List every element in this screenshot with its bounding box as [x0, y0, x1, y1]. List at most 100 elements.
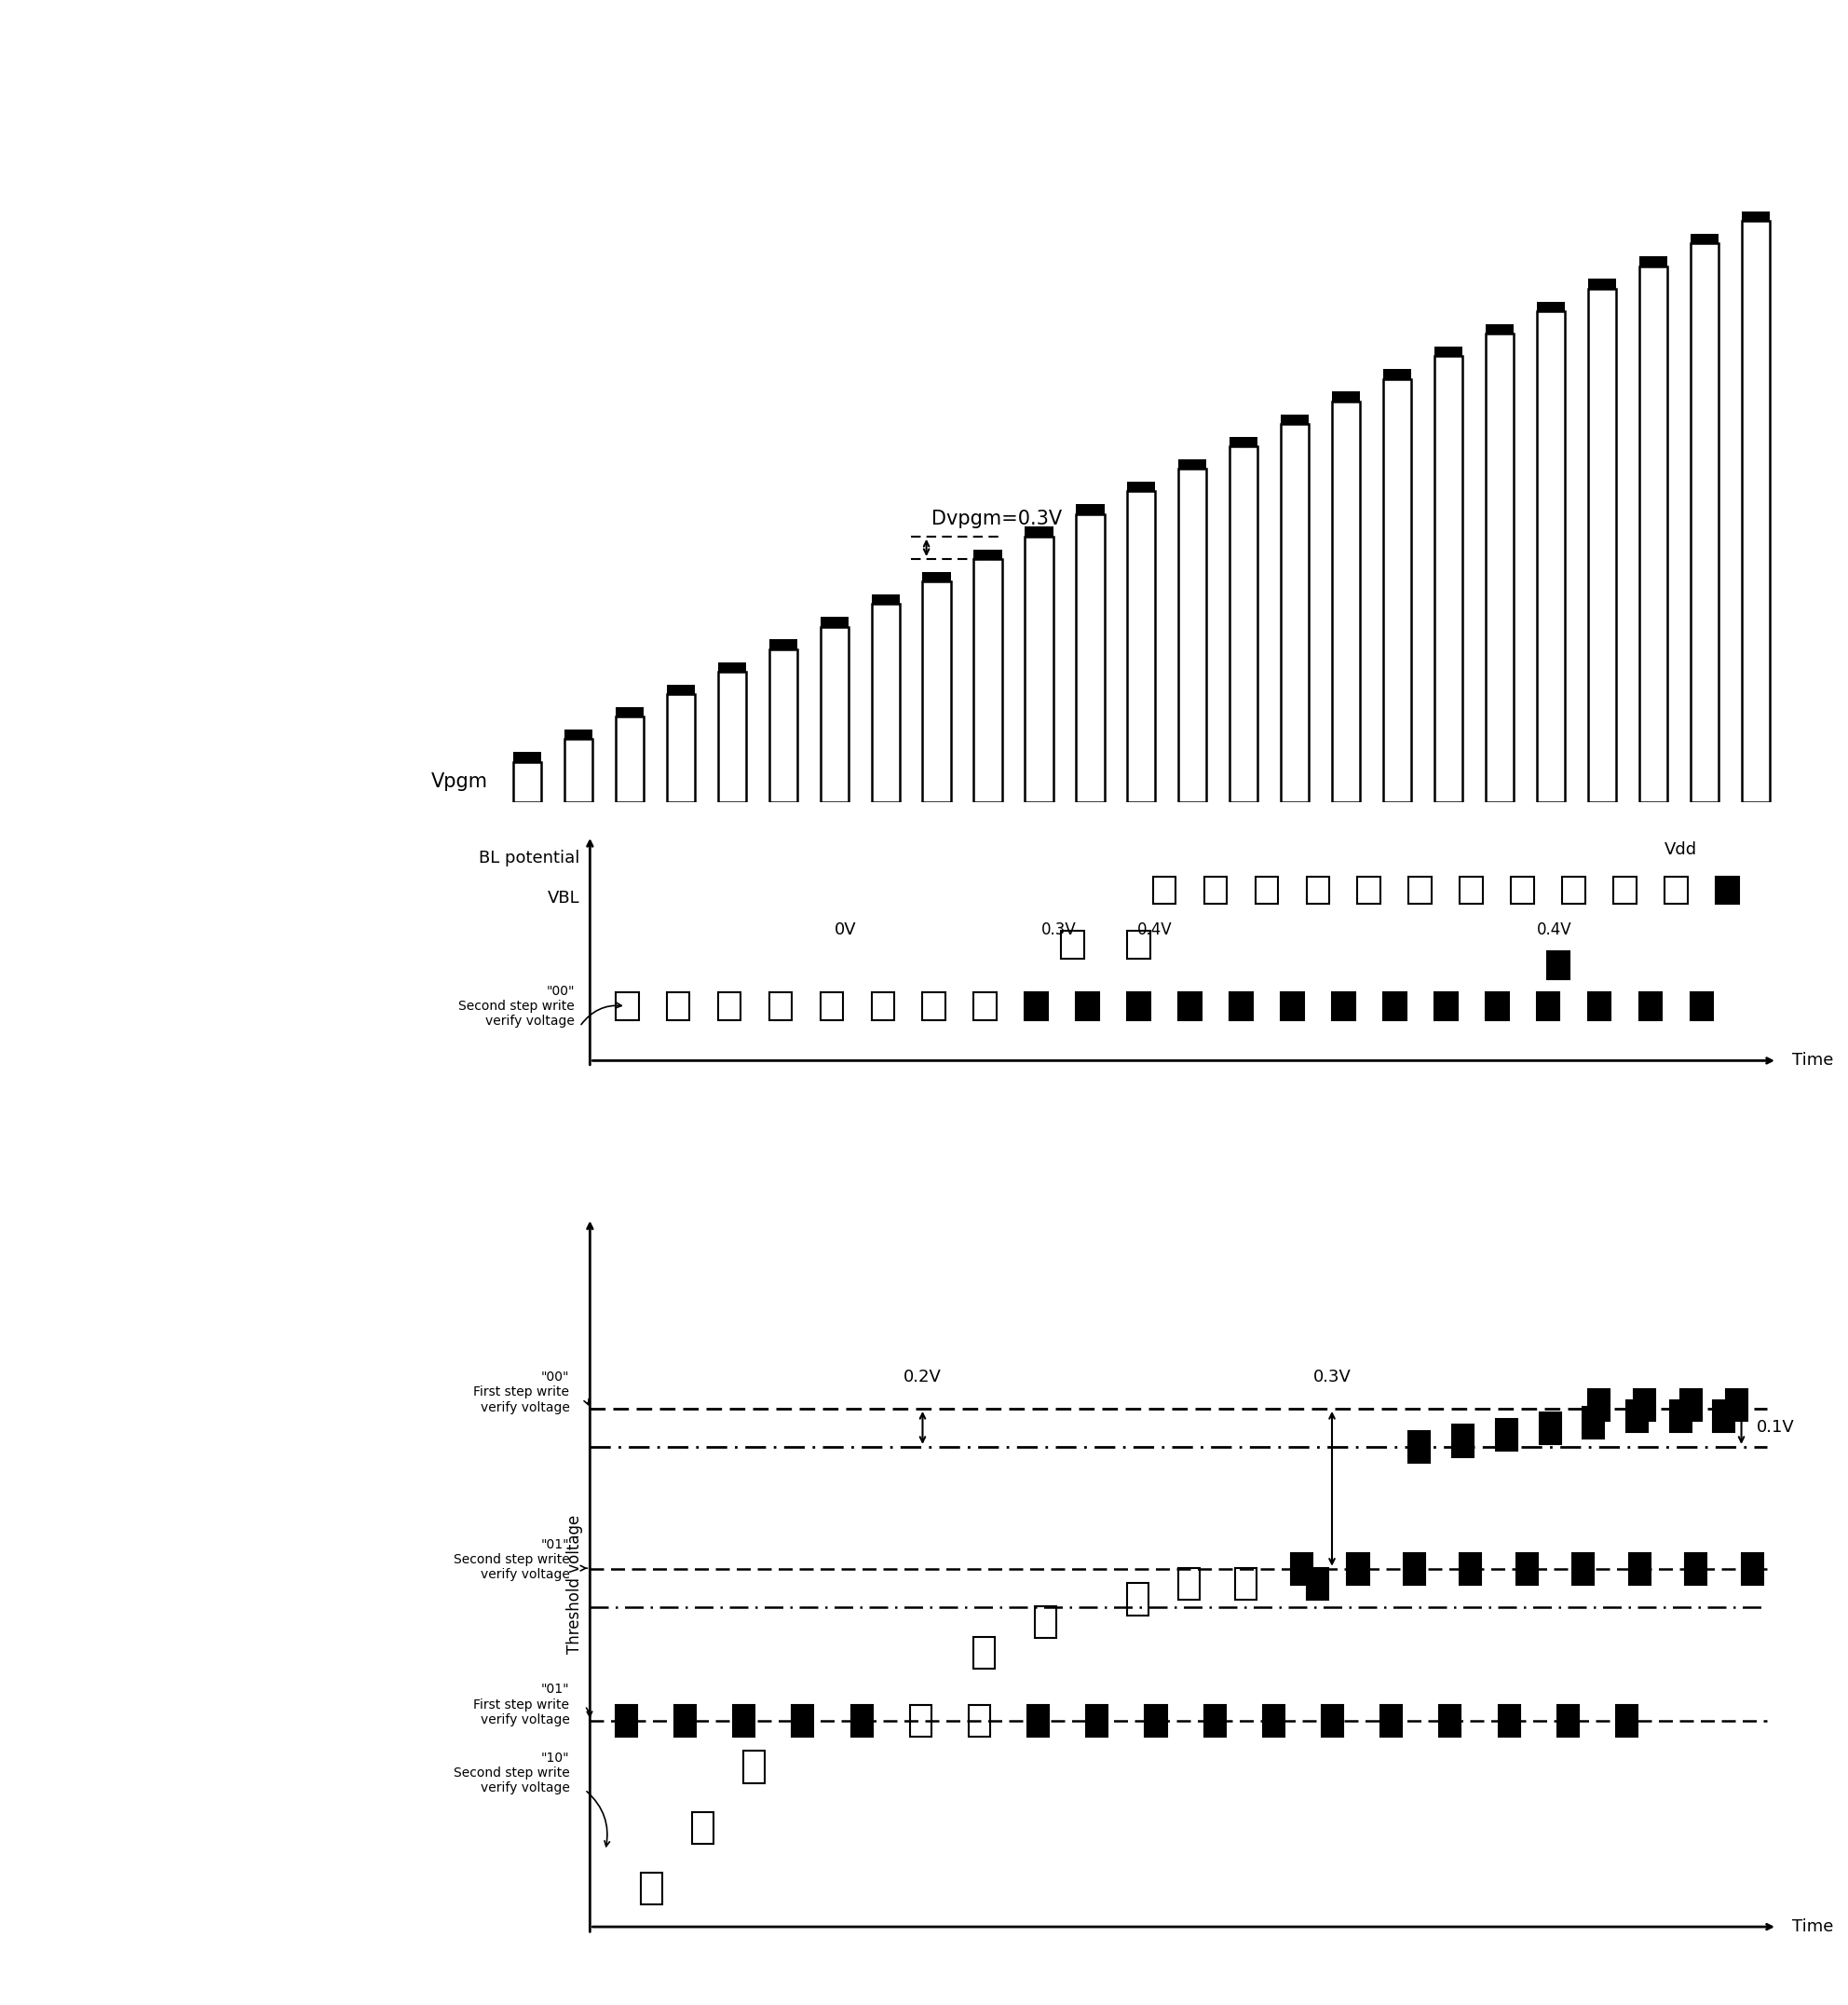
Bar: [1153, 876, 1175, 904]
Bar: [909, 1704, 931, 1736]
Bar: [974, 549, 1002, 559]
Bar: [1179, 1568, 1199, 1600]
Text: 0.1V: 0.1V: [1757, 1420, 1794, 1436]
Text: 0.3V: 0.3V: [1040, 920, 1076, 938]
Bar: [1229, 447, 1258, 802]
Bar: [1558, 1704, 1578, 1736]
Bar: [1639, 267, 1667, 802]
Text: "01"
First step write
verify voltage: "01" First step write verify voltage: [473, 1682, 569, 1726]
Bar: [1547, 952, 1571, 978]
Bar: [1127, 481, 1155, 491]
Bar: [1515, 1552, 1538, 1584]
Bar: [1639, 992, 1661, 1021]
Bar: [675, 1704, 697, 1736]
Bar: [641, 1873, 663, 1905]
Bar: [1741, 211, 1770, 221]
Bar: [1179, 992, 1201, 1021]
Bar: [1179, 459, 1207, 469]
Bar: [1495, 1420, 1517, 1452]
Bar: [769, 650, 796, 802]
Bar: [974, 992, 996, 1021]
Bar: [717, 672, 747, 802]
Bar: [564, 730, 593, 740]
Text: Time: Time: [1793, 1053, 1833, 1069]
Bar: [1486, 333, 1514, 802]
Bar: [1382, 369, 1412, 379]
Text: BL potential: BL potential: [479, 850, 580, 866]
Bar: [1127, 992, 1149, 1021]
Bar: [1026, 992, 1048, 1021]
Bar: [1408, 1432, 1430, 1464]
Bar: [1380, 1704, 1403, 1736]
Bar: [734, 1704, 754, 1736]
Bar: [1713, 1399, 1735, 1432]
Bar: [1179, 469, 1207, 802]
Bar: [922, 992, 946, 1021]
Bar: [1035, 1606, 1057, 1638]
Bar: [769, 992, 793, 1021]
Bar: [1486, 992, 1508, 1021]
Bar: [1573, 1552, 1595, 1584]
Bar: [850, 1704, 872, 1736]
Bar: [1726, 1389, 1748, 1422]
Bar: [1680, 1389, 1702, 1422]
Text: 0V: 0V: [835, 920, 857, 938]
Bar: [1626, 1399, 1648, 1432]
Bar: [1205, 1704, 1225, 1736]
Bar: [667, 992, 689, 1021]
Bar: [1634, 1389, 1656, 1422]
Bar: [514, 762, 541, 802]
Bar: [1382, 992, 1406, 1021]
Bar: [1262, 1704, 1284, 1736]
Bar: [1321, 1704, 1343, 1736]
Bar: [1026, 527, 1053, 537]
Bar: [1292, 1552, 1312, 1584]
Bar: [968, 1704, 991, 1736]
Bar: [743, 1750, 765, 1782]
Text: "01"
Second step write
verify voltage: "01" Second step write verify voltage: [453, 1538, 569, 1582]
Bar: [1027, 1704, 1050, 1736]
Text: Vpgm: Vpgm: [431, 772, 488, 792]
Bar: [1628, 1552, 1650, 1584]
Bar: [1587, 289, 1615, 802]
Bar: [514, 752, 541, 762]
Bar: [1434, 347, 1462, 357]
Bar: [1539, 1412, 1562, 1444]
Bar: [1671, 1399, 1691, 1432]
Text: Time: Time: [1793, 1919, 1833, 1935]
Bar: [872, 992, 894, 1021]
Bar: [615, 992, 639, 1021]
Bar: [872, 604, 900, 802]
Bar: [1691, 243, 1719, 802]
Text: 0.3V: 0.3V: [1312, 1369, 1351, 1385]
Bar: [1127, 491, 1155, 802]
Bar: [1587, 279, 1615, 289]
Text: "00"
First step write
verify voltage: "00" First step write verify voltage: [473, 1371, 569, 1414]
Bar: [1229, 437, 1258, 447]
Bar: [1460, 876, 1482, 904]
Bar: [1582, 1406, 1604, 1438]
Bar: [667, 694, 695, 802]
Bar: [974, 559, 1002, 802]
Bar: [1538, 311, 1565, 802]
Bar: [615, 1704, 638, 1736]
Bar: [1434, 357, 1462, 802]
Bar: [1685, 1552, 1706, 1584]
Bar: [872, 593, 900, 604]
Text: 0.4V: 0.4V: [1138, 920, 1173, 938]
Bar: [1741, 1552, 1763, 1584]
Bar: [793, 1704, 813, 1736]
Bar: [1332, 401, 1360, 802]
Bar: [1587, 1389, 1610, 1422]
Bar: [717, 662, 747, 672]
Bar: [1691, 235, 1719, 243]
Bar: [1146, 1704, 1166, 1736]
Bar: [1076, 992, 1100, 1021]
Text: "00"
Second step write
verify voltage: "00" Second step write verify voltage: [458, 984, 575, 1029]
Bar: [1741, 221, 1770, 802]
Bar: [974, 1636, 996, 1668]
Bar: [1639, 257, 1667, 267]
Bar: [821, 618, 848, 628]
Text: VBL: VBL: [547, 890, 580, 906]
Bar: [1332, 992, 1355, 1021]
